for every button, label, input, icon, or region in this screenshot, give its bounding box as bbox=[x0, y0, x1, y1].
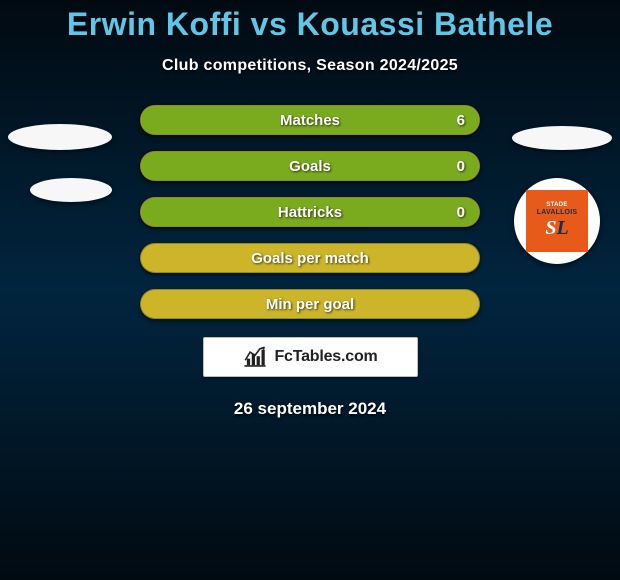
comparison-title: Erwin Koffi vs Kouassi Bathele bbox=[0, 6, 620, 43]
stat-label: Goals per match bbox=[251, 250, 369, 267]
club-badge-line1: STADE bbox=[546, 202, 567, 209]
club-badge-monogram: SL bbox=[545, 217, 568, 240]
stat-label: Matches bbox=[280, 112, 340, 129]
stat-row: Hattricks 0 bbox=[140, 197, 480, 227]
stat-row: Matches 6 bbox=[140, 105, 480, 135]
stat-row: Goals per match bbox=[140, 243, 480, 273]
watermark-chart-icon bbox=[242, 344, 268, 370]
stat-right-value: 0 bbox=[457, 204, 465, 221]
stat-row: Min per goal bbox=[140, 289, 480, 319]
stat-right-value: 6 bbox=[457, 112, 465, 129]
watermark-text: FcTables.com bbox=[274, 348, 377, 366]
season-subtitle: Club competitions, Season 2024/2025 bbox=[0, 57, 620, 75]
player-left-avatar-placeholder bbox=[8, 124, 112, 150]
player-left-club-placeholder bbox=[30, 178, 112, 202]
club-badge-line2: LAVALLOIS bbox=[537, 209, 577, 216]
player-right-club-badge: STADE LAVALLOIS SL bbox=[514, 178, 600, 264]
player-right-avatar-placeholder bbox=[512, 126, 612, 150]
stat-row: Goals 0 bbox=[140, 151, 480, 181]
card: Erwin Koffi vs Kouassi Bathele Club comp… bbox=[0, 0, 620, 580]
club-badge-inner: STADE LAVALLOIS SL bbox=[526, 190, 588, 252]
snapshot-date: 26 september 2024 bbox=[0, 399, 620, 419]
stat-label: Hattricks bbox=[278, 204, 342, 221]
watermark: FcTables.com bbox=[203, 337, 418, 377]
stat-right-value: 0 bbox=[457, 158, 465, 175]
stat-label: Goals bbox=[289, 158, 331, 175]
stat-label: Min per goal bbox=[266, 296, 354, 313]
